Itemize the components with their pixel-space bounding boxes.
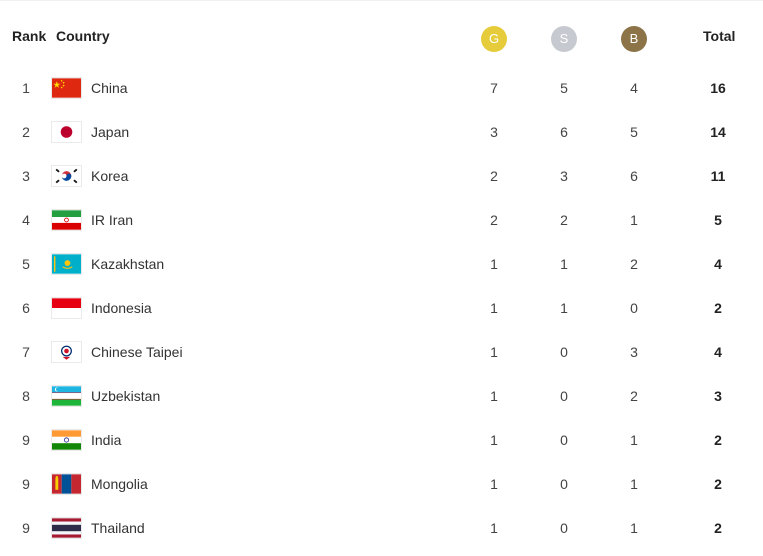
table-row[interactable]: 5 Kazakhstan 1 1 2 4: [0, 242, 763, 286]
total-count: 4: [714, 256, 722, 272]
total-count: 5: [714, 212, 722, 228]
table-row[interactable]: 9 Mongolia 1 0 1 2: [0, 462, 763, 506]
table-row[interactable]: 8 Uzbekistan 1 0 2 3: [0, 374, 763, 418]
gold-count: 1: [490, 432, 498, 448]
total-count: 11: [710, 168, 726, 184]
silver-count: 0: [560, 520, 568, 536]
top-divider: [0, 0, 763, 1]
gold-count: 1: [490, 300, 498, 316]
silver-medal-icon[interactable]: S: [551, 26, 577, 52]
rank-cell: 3: [22, 168, 30, 184]
bronze-count: 0: [630, 300, 638, 316]
silver-count: 0: [560, 344, 568, 360]
gold-count: 1: [490, 388, 498, 404]
table-row[interactable]: 9 Thailand 1 0 1 2: [0, 506, 763, 550]
silver-count: 1: [560, 300, 568, 316]
rank-cell: 6: [22, 300, 30, 316]
uzbekistan-flag-icon: [52, 386, 81, 406]
iran-flag-icon: [52, 210, 81, 230]
gold-count: 2: [490, 212, 498, 228]
silver-count: 2: [560, 212, 568, 228]
korea-flag-icon: [52, 166, 81, 186]
table-row[interactable]: 3 Korea 2 3 6 11: [0, 154, 763, 198]
silver-count: 0: [560, 476, 568, 492]
bronze-count: 1: [630, 520, 638, 536]
gold-count: 3: [490, 124, 498, 140]
country-name[interactable]: Indonesia: [91, 300, 152, 316]
rank-cell: 1: [22, 80, 30, 96]
table-row[interactable]: 1 China 7 5 4 16: [0, 66, 763, 110]
country-name[interactable]: China: [91, 80, 128, 96]
rank-cell: 8: [22, 388, 30, 404]
total-count: 3: [714, 388, 722, 404]
gold-count: 1: [490, 476, 498, 492]
rank-cell: 9: [22, 520, 30, 536]
mongolia-flag-icon: [52, 474, 81, 494]
rank-cell: 9: [22, 432, 30, 448]
india-flag-icon: [52, 430, 81, 450]
bronze-count: 5: [630, 124, 638, 140]
country-name[interactable]: India: [91, 432, 122, 448]
gold-count: 7: [490, 80, 498, 96]
table-row[interactable]: 2 Japan 3 6 5 14: [0, 110, 763, 154]
kazakhstan-flag-icon: [52, 254, 81, 274]
country-name[interactable]: Kazakhstan: [91, 256, 165, 272]
total-count: 2: [714, 520, 722, 536]
gold-count: 1: [490, 520, 498, 536]
total-count: 16: [710, 80, 726, 96]
bronze-count: 2: [630, 256, 638, 272]
country-name[interactable]: Mongolia: [91, 476, 148, 492]
country-name[interactable]: Thailand: [91, 520, 145, 536]
silver-count: 1: [560, 256, 568, 272]
bronze-count: 1: [630, 212, 638, 228]
total-count: 2: [714, 300, 722, 316]
total-count: 4: [714, 344, 722, 360]
gold-count: 2: [490, 168, 498, 184]
bronze-medal-icon[interactable]: B: [621, 26, 647, 52]
silver-count: 3: [560, 168, 568, 184]
bronze-count: 1: [630, 476, 638, 492]
country-name[interactable]: Korea: [91, 168, 129, 184]
total-header[interactable]: Total: [703, 28, 736, 44]
japan-flag-icon: [52, 122, 81, 142]
silver-count: 5: [560, 80, 568, 96]
indonesia-flag-icon: [52, 298, 81, 318]
gold-count: 1: [490, 344, 498, 360]
table-header: Rank Country G S B Total: [0, 14, 763, 60]
silver-count: 0: [560, 432, 568, 448]
bronze-count: 6: [630, 168, 638, 184]
total-count: 2: [714, 432, 722, 448]
gold-medal-icon[interactable]: G: [481, 26, 507, 52]
bronze-count: 1: [630, 432, 638, 448]
country-header[interactable]: Country: [56, 28, 110, 44]
country-name[interactable]: Japan: [91, 124, 130, 140]
bronze-count: 4: [630, 80, 638, 96]
rank-header[interactable]: Rank: [12, 28, 47, 44]
bronze-count: 3: [630, 344, 638, 360]
country-name[interactable]: IR Iran: [91, 212, 134, 228]
total-count: 2: [714, 476, 722, 492]
thailand-flag-icon: [52, 518, 81, 538]
table-row[interactable]: 4 IR Iran 2 2 1 5: [0, 198, 763, 242]
silver-count: 6: [560, 124, 568, 140]
chinese-taipei-flag-icon: [52, 342, 81, 362]
table-row[interactable]: 6 Indonesia 1 1 0 2: [0, 286, 763, 330]
silver-count: 0: [560, 388, 568, 404]
rank-cell: 5: [22, 256, 30, 272]
country-name[interactable]: Uzbekistan: [91, 388, 161, 404]
country-name[interactable]: Chinese Taipei: [91, 344, 183, 360]
gold-count: 1: [490, 256, 498, 272]
rank-cell: 4: [22, 212, 30, 228]
rank-cell: 2: [22, 124, 30, 140]
table-row[interactable]: 9 India 1 0 1 2: [0, 418, 763, 462]
total-count: 14: [710, 124, 726, 140]
rank-cell: 9: [22, 476, 30, 492]
table-row[interactable]: 7 Chinese Taipei 1 0 3 4: [0, 330, 763, 374]
bronze-count: 2: [630, 388, 638, 404]
rank-cell: 7: [22, 344, 30, 360]
china-flag-icon: [52, 78, 81, 98]
